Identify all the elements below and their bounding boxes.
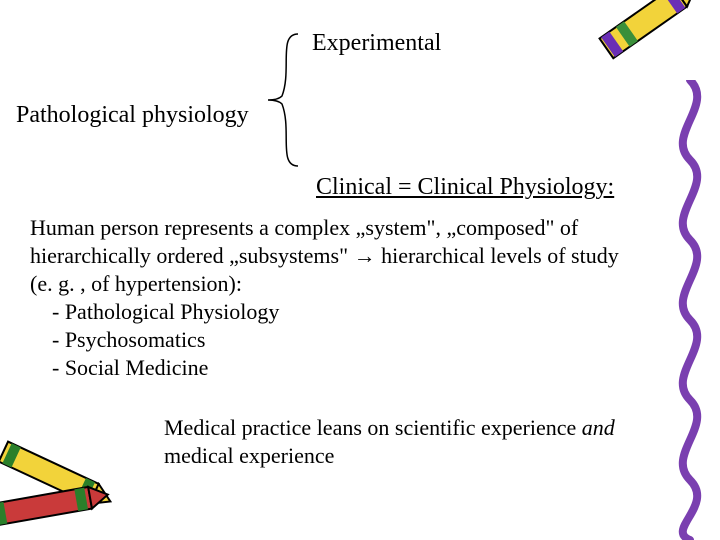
footer-line-1a: Medical practice leans on scientific exp… xyxy=(164,415,582,440)
body-bullet-2: - Psychosomatics xyxy=(30,326,205,354)
crayon-top-icon xyxy=(570,0,720,70)
body-bullet-1: - Pathological Physiology xyxy=(30,298,279,326)
footer-line-2: medical experience xyxy=(164,442,334,470)
slide: { "top": { "experimental": "Experimental… xyxy=(0,0,720,540)
squiggle-icon xyxy=(660,80,720,540)
body-line-2: hierarchically ordered „subsystems" → hi… xyxy=(30,242,619,270)
footer-line-1: Medical practice leans on scientific exp… xyxy=(164,414,615,442)
label-clinical: Clinical = Clinical Physiology: xyxy=(316,172,614,202)
body-line-1: Human person represents a complex „syste… xyxy=(30,214,578,242)
label-pathological-physiology: Pathological physiology xyxy=(16,100,249,130)
label-experimental: Experimental xyxy=(312,28,441,58)
curly-bracket-icon xyxy=(264,30,304,170)
body-bullet-3: - Social Medicine xyxy=(30,354,208,382)
crayon-bottom-icon xyxy=(0,400,170,540)
footer-line-1b: and xyxy=(582,415,615,440)
body-line-3: (e. g. , of hypertension): xyxy=(30,270,242,298)
